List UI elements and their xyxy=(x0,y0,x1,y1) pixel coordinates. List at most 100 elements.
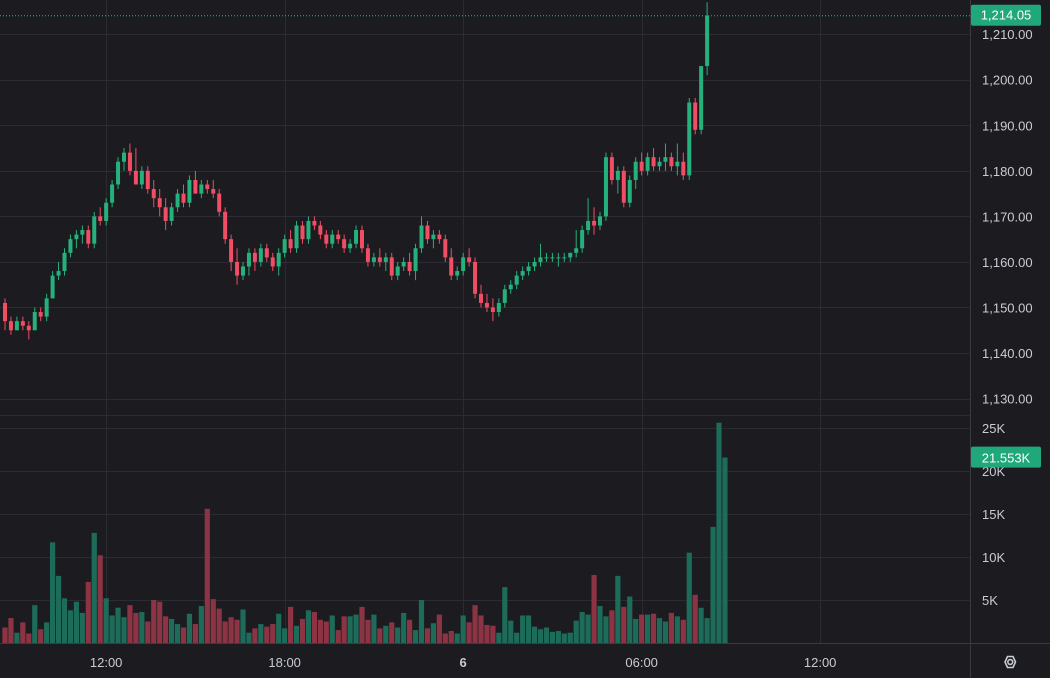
volume-bar xyxy=(115,607,121,643)
volume-bar xyxy=(276,613,282,643)
volume-bar xyxy=(192,624,198,643)
candle-body xyxy=(520,271,525,276)
candle-body xyxy=(663,157,668,162)
candle-body xyxy=(484,302,489,308)
volume-bar xyxy=(282,628,288,643)
candle-body xyxy=(56,271,61,276)
volume-bar xyxy=(543,627,550,643)
candle-body xyxy=(651,157,656,167)
volume-bar xyxy=(407,619,413,643)
candle-body xyxy=(330,234,335,244)
candle-body xyxy=(157,198,162,208)
volume-bar xyxy=(460,615,466,643)
volume-bar xyxy=(210,599,216,643)
candle-body xyxy=(246,252,251,267)
candle-body xyxy=(3,302,7,322)
volume-bar xyxy=(341,616,347,643)
volume-bar xyxy=(109,615,115,643)
candle-body xyxy=(306,220,311,240)
candle-body xyxy=(104,202,109,221)
candle-body xyxy=(490,307,495,313)
volume-bar xyxy=(288,606,294,643)
volume-bar xyxy=(55,575,62,643)
candle-body xyxy=(586,220,591,231)
candle-body xyxy=(645,157,650,171)
price-tick-label: 1,130.00 xyxy=(982,392,1033,407)
candle-body xyxy=(92,216,97,244)
candle-body xyxy=(50,275,55,299)
volume-bar xyxy=(377,628,383,643)
candle-body xyxy=(98,216,103,221)
candle-body xyxy=(675,161,680,167)
volume-bar xyxy=(246,632,252,643)
candle-body xyxy=(276,252,281,267)
volume-bar xyxy=(61,598,68,643)
time-tick-label: 6 xyxy=(460,655,467,670)
candle-body xyxy=(122,152,126,162)
volume-tick-label: 15K xyxy=(982,507,1005,522)
volume-bar xyxy=(555,630,561,643)
volume-bar xyxy=(317,619,323,643)
volume-bar xyxy=(502,587,508,643)
time-tick-label: 06:00 xyxy=(625,655,658,670)
volume-bar xyxy=(490,625,496,643)
volume-tick-label: 20K xyxy=(982,464,1005,479)
candle-body xyxy=(407,261,412,272)
candle-body xyxy=(217,193,222,212)
volume-bar xyxy=(293,625,300,643)
candle-body xyxy=(479,293,483,303)
volume-bar xyxy=(621,606,627,643)
candle-body xyxy=(205,184,210,190)
candle-body xyxy=(318,225,323,235)
volume-bar xyxy=(32,605,38,643)
price-tick-label: 1,200.00 xyxy=(982,73,1033,88)
volume-bar xyxy=(401,612,407,643)
candle-body xyxy=(110,184,115,203)
volume-bar xyxy=(526,615,532,643)
volume-bar xyxy=(496,632,502,643)
volume-bar xyxy=(91,532,97,643)
volume-bar xyxy=(169,618,175,643)
volume-bar xyxy=(674,616,680,643)
candle-body xyxy=(401,261,406,267)
volume-bar xyxy=(145,621,151,643)
price-tick-label: 1,160.00 xyxy=(982,255,1033,270)
candle-body xyxy=(455,271,460,276)
volume-bar xyxy=(8,618,14,643)
candle-body xyxy=(621,170,626,203)
volume-bar xyxy=(228,617,234,643)
volume-bar xyxy=(174,624,181,643)
candle-body xyxy=(693,102,698,130)
price-tick-label: 1,180.00 xyxy=(982,164,1033,179)
candle-body xyxy=(14,321,19,331)
volume-bar xyxy=(668,612,674,643)
candle-body xyxy=(371,257,376,262)
candle-body xyxy=(574,248,579,253)
time-tick-label: 18:00 xyxy=(268,655,301,670)
candle-body xyxy=(603,157,608,217)
candle-body xyxy=(687,102,692,176)
candle-body xyxy=(199,184,204,194)
chart-settings-button[interactable] xyxy=(996,650,1024,674)
volume-bar xyxy=(353,614,359,643)
candle-body xyxy=(449,257,454,276)
volume-tick-label: 10K xyxy=(982,550,1005,565)
volume-bar xyxy=(216,608,222,643)
candle-body xyxy=(705,15,710,67)
volume-bar xyxy=(639,614,645,643)
candle-body xyxy=(62,252,67,272)
volume-bar xyxy=(549,631,555,643)
candle-body xyxy=(657,161,662,167)
volume-bar xyxy=(44,622,50,643)
badges: 1,214.05 21.553K xyxy=(971,4,1041,468)
volume-tick-label: 25K xyxy=(982,421,1005,436)
candle-body xyxy=(514,275,519,285)
price-tick-label: 1,170.00 xyxy=(982,209,1033,224)
volume-bar xyxy=(20,622,26,643)
candle-body xyxy=(681,161,686,176)
candle-body xyxy=(419,225,424,249)
volume-bar xyxy=(520,615,526,643)
volume-bar xyxy=(180,627,187,643)
volume-bar xyxy=(484,624,490,643)
